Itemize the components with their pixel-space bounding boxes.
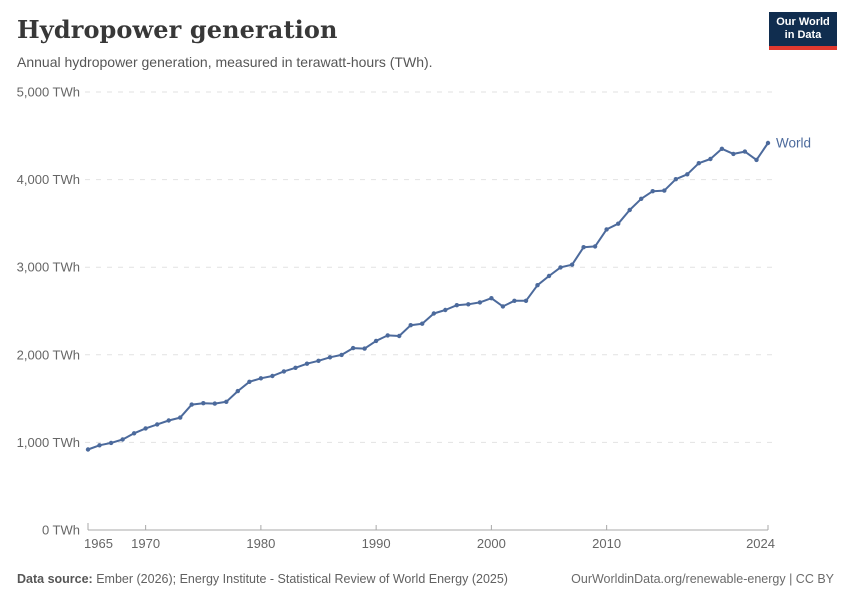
data-point[interactable] (362, 346, 367, 351)
data-point[interactable] (385, 333, 390, 338)
owid-logo[interactable]: Our World in Data (769, 12, 837, 50)
data-point[interactable] (350, 345, 356, 351)
x-axis-label: 1980 (246, 536, 275, 551)
line-chart: 0 TWh 1,000 TWh 2,000 TWh 3,000 TWh 4,000 TW… (17, 85, 811, 552)
data-point[interactable] (765, 140, 771, 146)
data-point[interactable] (454, 303, 459, 308)
data-point[interactable] (477, 300, 483, 305)
x-axis-label: 2000 (477, 536, 506, 551)
data-point[interactable] (270, 373, 275, 379)
data-point[interactable] (178, 415, 183, 420)
x-axis-label: 1990 (362, 536, 391, 551)
data-point[interactable] (108, 440, 114, 446)
data-point[interactable] (281, 369, 287, 374)
data-point[interactable] (466, 302, 471, 307)
data-point[interactable] (581, 245, 586, 250)
data-point[interactable] (397, 333, 402, 339)
data-point[interactable] (708, 156, 713, 162)
data-point[interactable] (742, 149, 748, 154)
data-point[interactable] (673, 177, 678, 182)
data-point[interactable] (166, 418, 171, 423)
data-point[interactable] (431, 311, 436, 316)
data-point[interactable] (201, 401, 206, 406)
data-point[interactable] (224, 399, 229, 404)
x-axis-label: 2024 (746, 536, 775, 551)
data-point[interactable] (85, 447, 91, 452)
data-point[interactable] (754, 157, 759, 163)
data-point[interactable] (569, 262, 575, 267)
chart-footer: Data source: Ember (2026); Energy Instit… (17, 572, 834, 586)
x-axis-label: 1970 (131, 536, 160, 551)
data-point[interactable] (731, 151, 736, 157)
x-axis-label: 1965 (84, 536, 113, 551)
data-point[interactable] (604, 227, 609, 232)
footer-link[interactable]: OurWorldinData.org/renewable-energy | CC… (571, 572, 834, 586)
data-source-label: Data source: (17, 572, 93, 586)
data-point[interactable] (131, 431, 137, 436)
y-axis-label: 5,000 TWh (17, 85, 80, 100)
data-source-note: Data source: Ember (2026); Energy Instit… (17, 572, 508, 586)
y-axis-label: 1,000 TWh (17, 435, 80, 450)
data-point[interactable] (235, 388, 240, 394)
data-point[interactable] (97, 443, 102, 448)
y-axis-label: 2,000 TWh (17, 347, 80, 362)
data-point[interactable] (719, 146, 725, 151)
data-point[interactable] (373, 338, 379, 344)
data-point[interactable] (546, 273, 552, 279)
y-axis-label: 3,000 TWh (17, 260, 80, 275)
data-point[interactable] (327, 355, 333, 360)
data-point[interactable] (304, 361, 310, 366)
data-point[interactable] (639, 196, 644, 201)
data-point[interactable] (120, 437, 125, 442)
data-point[interactable] (189, 402, 194, 407)
data-point[interactable] (143, 426, 148, 431)
y-axis-label: 0 TWh (42, 523, 80, 538)
data-point[interactable] (339, 352, 344, 358)
owid-logo-line2: in Data (784, 29, 822, 41)
chart-subtitle: Annual hydropower generation, measured i… (17, 54, 433, 70)
data-point[interactable] (627, 207, 632, 213)
data-source-text: Ember (2026); Energy Institute - Statist… (92, 572, 508, 586)
data-point[interactable] (212, 401, 217, 406)
data-point[interactable] (420, 321, 425, 326)
data-point[interactable] (685, 172, 690, 177)
owid-logo-line1: Our World (776, 16, 830, 28)
data-point[interactable] (616, 221, 621, 226)
data-point[interactable] (155, 422, 160, 427)
data-point[interactable] (592, 244, 598, 249)
data-point[interactable] (316, 358, 321, 363)
data-point[interactable] (662, 188, 667, 193)
page-title: Hydropower generation (17, 15, 338, 44)
data-point[interactable] (500, 304, 506, 309)
data-point[interactable] (558, 265, 563, 270)
data-point[interactable] (523, 298, 529, 303)
x-axis-label: 2010 (592, 536, 621, 551)
data-point[interactable] (408, 323, 413, 328)
data-point[interactable] (258, 376, 264, 381)
data-point[interactable] (489, 296, 494, 301)
series-label-world: World (776, 135, 811, 150)
data-point[interactable] (247, 379, 252, 384)
data-point[interactable] (535, 283, 540, 288)
data-point[interactable] (650, 189, 655, 194)
data-point[interactable] (512, 298, 517, 303)
data-point[interactable] (293, 365, 298, 370)
data-point[interactable] (696, 161, 701, 166)
y-axis-label: 4,000 TWh (17, 172, 80, 187)
data-point[interactable] (443, 307, 448, 313)
